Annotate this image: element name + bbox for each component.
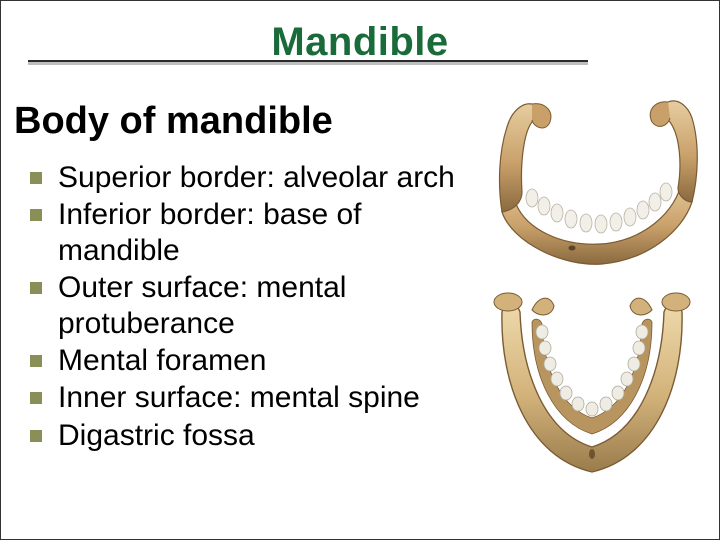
bullet-text: Superior border: alveolar arch (58, 161, 455, 194)
bullet-text: Inner surface: mental spine (58, 381, 420, 414)
bullet-icon (30, 282, 42, 294)
bullet-icon (30, 355, 42, 367)
list-item: Superior border: alveolar arch (24, 160, 484, 195)
bullet-text: Outer surface: mental protuberance (58, 271, 346, 339)
bullet-icon (30, 392, 42, 404)
bullet-text: Inferior border: base of mandible (58, 198, 362, 266)
list-item: Outer surface: mental protuberance (24, 270, 484, 341)
figure-area (472, 92, 712, 492)
bullet-icon (30, 209, 42, 221)
list-item: Inferior border: base of mandible (24, 197, 484, 268)
slide-subtitle: Body of mandible (14, 100, 333, 143)
mandible-lateral-illustration (472, 92, 712, 282)
bullet-icon (30, 172, 42, 184)
bullet-text: Digastric fossa (58, 419, 255, 452)
mandible-superior-illustration (472, 282, 712, 492)
bullet-list: Superior border: alveolar arch Inferior … (24, 160, 484, 455)
list-item: Mental foramen (24, 343, 484, 378)
bullet-text: Mental foramen (58, 344, 266, 377)
slide-title: Mandible (0, 20, 720, 65)
list-item: Digastric fossa (24, 418, 484, 453)
bullet-icon (30, 430, 42, 442)
list-item: Inner surface: mental spine (24, 380, 484, 415)
